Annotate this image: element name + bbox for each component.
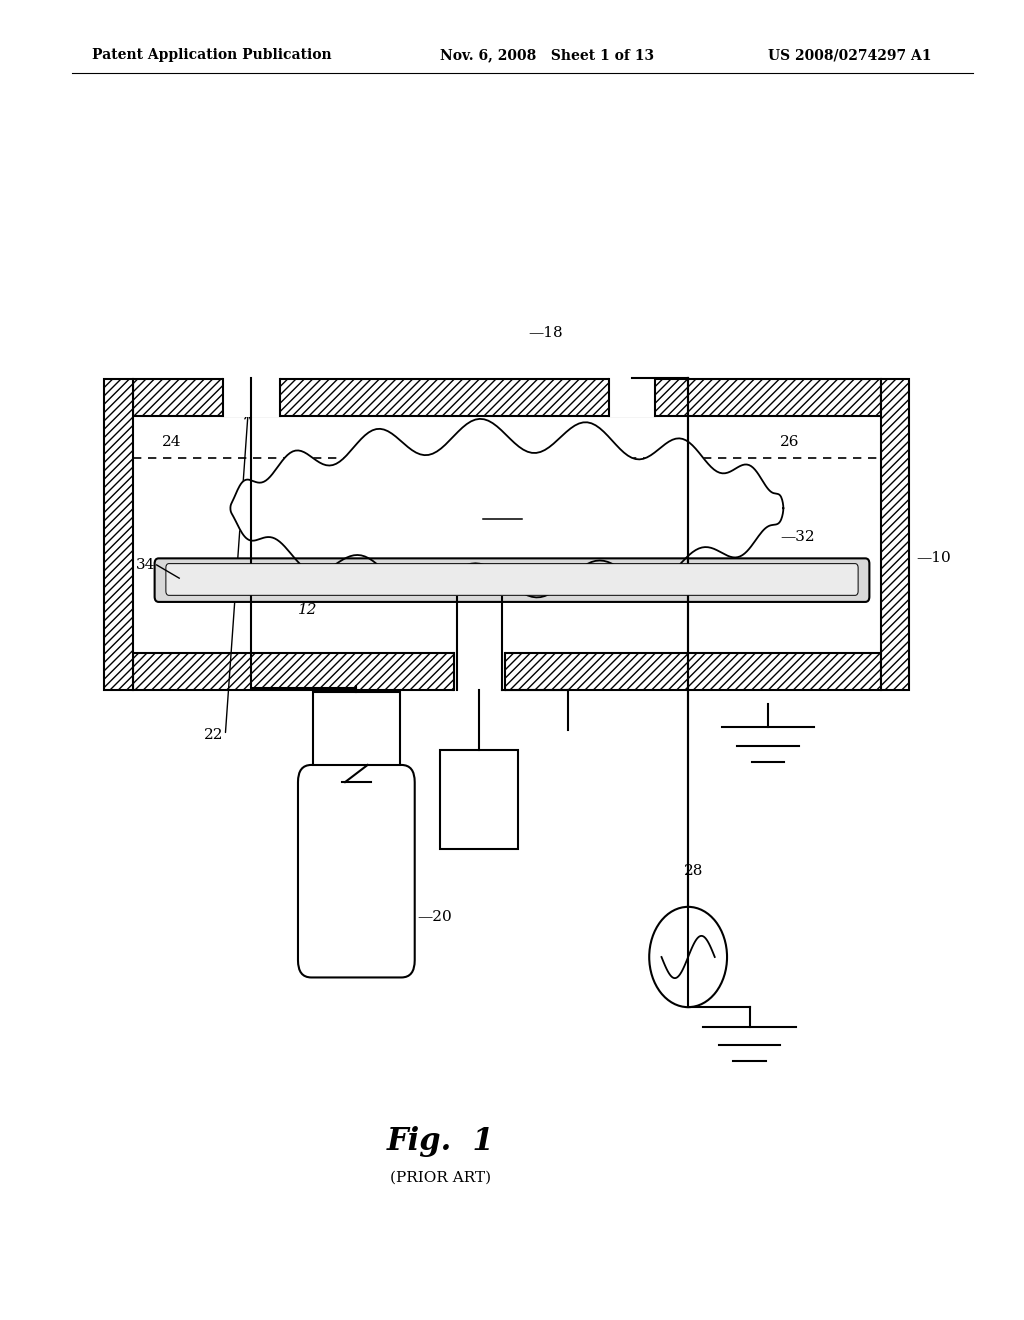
Bar [133, 653, 881, 690]
Bar [609, 376, 655, 417]
Text: 26: 26 [780, 436, 800, 449]
FancyBboxPatch shape [166, 564, 858, 595]
Text: Fig.  1: Fig. 1 [386, 1126, 495, 1158]
Bar [133, 653, 881, 690]
Bar [454, 651, 505, 692]
Text: 22: 22 [204, 729, 223, 742]
Bar [133, 416, 881, 653]
Text: US 2008/0274297 A1: US 2008/0274297 A1 [768, 49, 932, 62]
Text: —10: —10 [916, 552, 951, 565]
Text: (PRIOR ART): (PRIOR ART) [390, 1171, 490, 1184]
Bar [881, 379, 909, 690]
Text: 28: 28 [684, 865, 702, 878]
Bar [440, 750, 518, 849]
Bar [104, 379, 133, 690]
Bar [133, 379, 881, 416]
Text: 30: 30 [490, 496, 513, 515]
Text: —32: —32 [780, 531, 815, 544]
Text: —18: —18 [528, 326, 563, 339]
Text: 12: 12 [297, 603, 317, 616]
Text: 14: 14 [426, 471, 445, 484]
Bar [104, 379, 133, 690]
Bar [223, 376, 280, 417]
Bar [881, 379, 909, 690]
Text: Nov. 6, 2008   Sheet 1 of 13: Nov. 6, 2008 Sheet 1 of 13 [440, 49, 654, 62]
Circle shape [649, 907, 727, 1007]
Bar [313, 692, 399, 764]
Text: 34: 34 [136, 558, 156, 572]
Bar [133, 379, 881, 416]
Text: Patent Application Publication: Patent Application Publication [92, 49, 332, 62]
Text: —20: —20 [418, 911, 453, 924]
Text: 24: 24 [162, 436, 181, 449]
FancyBboxPatch shape [298, 766, 415, 977]
FancyBboxPatch shape [155, 558, 869, 602]
Polygon shape [230, 418, 783, 598]
